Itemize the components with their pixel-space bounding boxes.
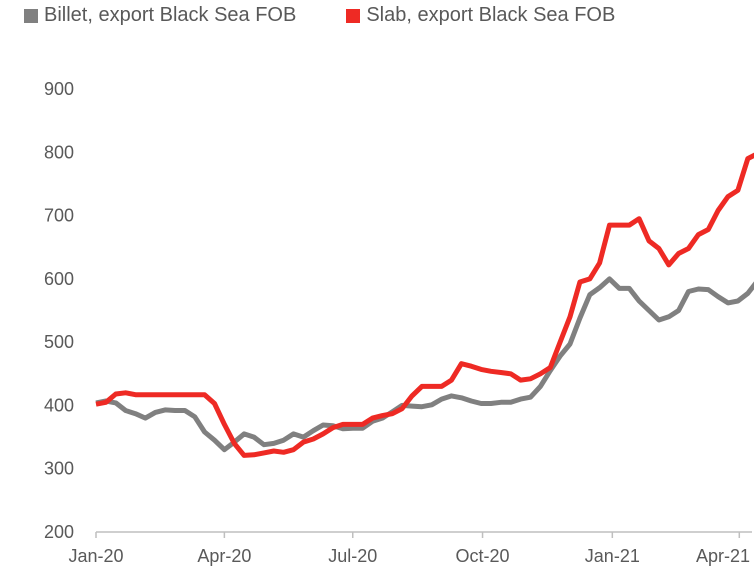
y-tick-label: 500 (44, 332, 74, 352)
legend-label-billet: Billet, export Black Sea FOB (44, 4, 297, 26)
legend-swatch-slab (346, 8, 361, 23)
x-tick-label: Jan-21 (585, 546, 640, 566)
x-tick-label: Jan-20 (68, 546, 123, 566)
y-tick-label: 400 (44, 395, 74, 415)
y-tick-label: 900 (44, 79, 74, 99)
legend-label-slab: Slab, export Black Sea FOB (366, 4, 616, 26)
x-axis: Jan-20 Apr-20 Jul-20 Oct-20 Jan-21 Apr-21 (68, 531, 752, 566)
legend-swatch-billet (24, 8, 38, 23)
y-tick-label: 700 (44, 206, 74, 226)
series-line-slab (95, 152, 754, 458)
x-tick-label: Apr-21 (696, 546, 750, 566)
y-tick-label: 800 (44, 142, 74, 162)
series-line-billet (95, 276, 754, 453)
y-tick-label: 600 (44, 269, 74, 289)
x-tick-label: Apr-20 (197, 546, 251, 566)
legend-item-slab: Slab, export Black Sea FOB (346, 4, 615, 27)
y-tick-label: 300 (44, 459, 74, 479)
y-tick-label: 200 (44, 522, 74, 542)
x-tick-label: Oct-20 (456, 546, 510, 566)
x-tick-label: Jul-20 (328, 546, 377, 566)
series-layer (95, 152, 754, 458)
legend-item-billet: Billet, export Black Sea FOB (24, 4, 296, 27)
y-axis: 200 300 400 500 600 700 800 900 (44, 79, 74, 542)
chart-legend: Billet, export Black Sea FOB Slab, expor… (24, 4, 615, 27)
